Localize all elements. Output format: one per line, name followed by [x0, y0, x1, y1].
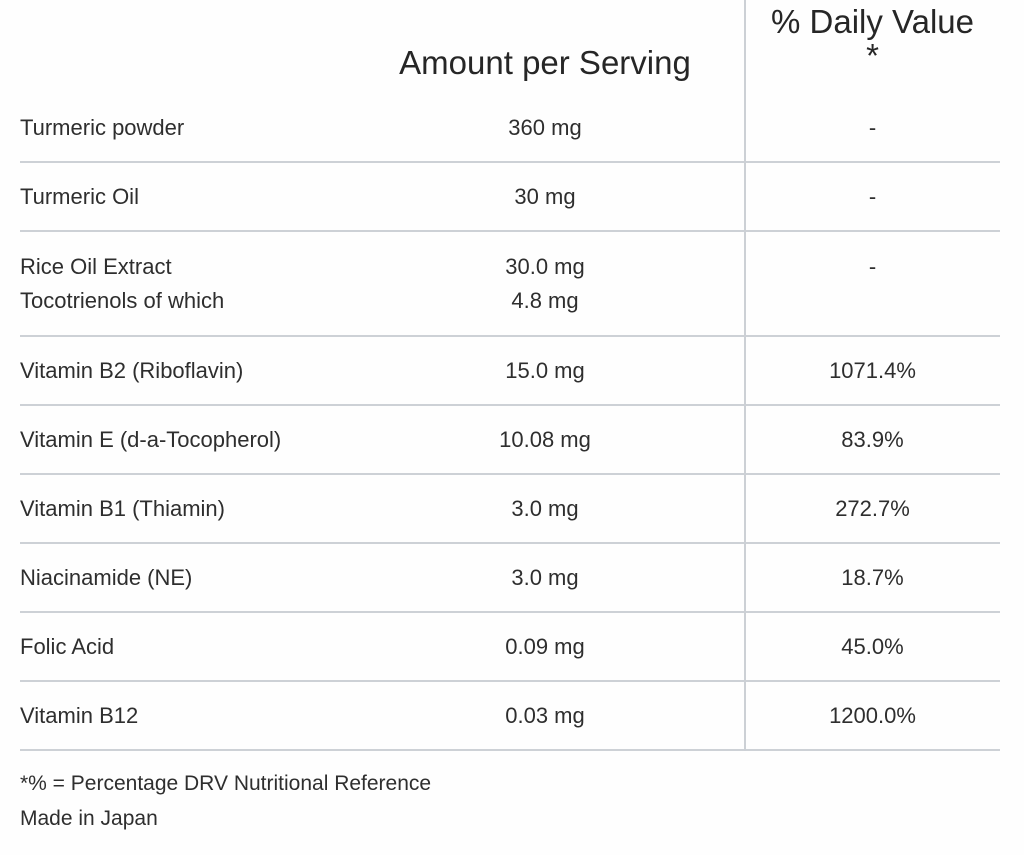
table-row-line: Vitamin E (d-a-Tocopherol) 10.08 mg 83.9…	[20, 423, 1000, 457]
ingredient-name: Vitamin E (d-a-Tocopherol)	[20, 426, 282, 452]
ingredient-amount: 3.0 mg	[511, 495, 579, 521]
ingredient-name: Turmeric Oil	[20, 183, 139, 209]
ingredient-name: Vitamin B12	[20, 702, 139, 728]
ingredient-daily-value: -	[868, 114, 877, 140]
column-divider	[744, 0, 746, 751]
table-row-line: Turmeric powder 360 mg -	[20, 111, 1000, 145]
table-row: Niacinamide (NE) 3.0 mg 18.7%	[20, 544, 1000, 613]
footnote-origin: Made in Japan	[20, 807, 158, 830]
ingredient-name: Vitamin B2 (Riboflavin)	[20, 357, 244, 383]
table-row: Vitamin B1 (Thiamin) 3.0 mg 272.7%	[20, 475, 1000, 544]
header-ingredient-column	[20, 0, 345, 94]
table-row: Rice Oil Extract 30.0 mg - Tocotrienols …	[20, 232, 1000, 337]
supplement-facts-page: Amount per Serving % Daily Value * Turme…	[0, 0, 1024, 836]
table-row: Turmeric Oil 30 mg -	[20, 163, 1000, 232]
ingredient-amount: 360 mg	[508, 114, 582, 140]
table-row: Vitamin B12 0.03 mg 1200.0%	[20, 682, 1000, 751]
header-amount-per-serving: Amount per Serving	[399, 44, 691, 81]
table-row: Vitamin E (d-a-Tocopherol) 10.08 mg 83.9…	[20, 406, 1000, 475]
table-body: Turmeric powder 360 mg - Turmeric Oil 30…	[0, 94, 1024, 751]
table-row: Folic Acid 0.09 mg 45.0%	[20, 613, 1000, 682]
table-row-line: Vitamin B2 (Riboflavin) 15.0 mg 1071.4%	[20, 354, 1000, 388]
ingredient-amount: 4.8 mg	[511, 287, 579, 313]
ingredient-amount: 0.09 mg	[505, 633, 585, 659]
table-row-line: Folic Acid 0.09 mg 45.0%	[20, 630, 1000, 664]
table-row: Turmeric powder 360 mg -	[20, 94, 1000, 163]
ingredient-daily-value	[745, 284, 1000, 318]
ingredient-daily-value: 18.7%	[841, 564, 904, 590]
supplement-facts-table: Amount per Serving % Daily Value * Turme…	[0, 0, 1024, 751]
header-daily-value-label: % Daily Value	[771, 3, 974, 40]
footnote-reference: *% = Percentage DRV Nutritional Referenc…	[20, 772, 432, 795]
table-row-line: Rice Oil Extract 30.0 mg -	[20, 250, 1000, 284]
ingredient-amount: 0.03 mg	[505, 702, 585, 728]
table-row-line: Niacinamide (NE) 3.0 mg 18.7%	[20, 561, 1000, 595]
ingredient-daily-value: 272.7%	[835, 495, 910, 521]
table-row: Vitamin B2 (Riboflavin) 15.0 mg 1071.4%	[20, 337, 1000, 406]
ingredient-name: Vitamin B1 (Thiamin)	[20, 495, 225, 521]
ingredient-amount: 15.0 mg	[505, 357, 585, 383]
ingredient-daily-value: -	[868, 253, 877, 279]
ingredient-daily-value: 1071.4%	[829, 357, 916, 383]
ingredient-name: Turmeric powder	[20, 114, 185, 140]
table-header-row: Amount per Serving % Daily Value *	[20, 0, 1000, 94]
ingredient-daily-value: -	[868, 183, 877, 209]
header-daily-value-asterisk: *	[866, 37, 879, 74]
footnotes: *% = Percentage DRV Nutritional Referenc…	[20, 751, 1000, 836]
table-row-line: Vitamin B1 (Thiamin) 3.0 mg 272.7%	[20, 492, 1000, 526]
ingredient-name: Folic Acid	[20, 633, 115, 659]
ingredient-name: Rice Oil Extract	[20, 253, 172, 279]
ingredient-daily-value: 1200.0%	[829, 702, 916, 728]
ingredient-amount: 3.0 mg	[511, 564, 579, 590]
table-row-line: Tocotrienols of which 4.8 mg	[20, 284, 1000, 318]
header-daily-value: % Daily Value *	[745, 0, 1000, 73]
ingredient-amount: 30 mg	[514, 183, 576, 209]
table-row-line: Turmeric Oil 30 mg -	[20, 180, 1000, 214]
ingredient-name: Niacinamide (NE)	[20, 564, 193, 590]
ingredient-name: Tocotrienols of which	[20, 287, 225, 313]
ingredient-amount: 30.0 mg	[505, 253, 585, 279]
ingredient-daily-value: 83.9%	[841, 426, 904, 452]
ingredient-amount: 10.08 mg	[499, 426, 591, 452]
table-row-line: Vitamin B12 0.03 mg 1200.0%	[20, 699, 1000, 733]
ingredient-daily-value: 45.0%	[841, 633, 904, 659]
